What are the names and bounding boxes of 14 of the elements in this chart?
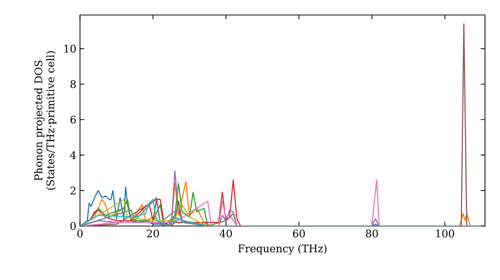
y-tick-label: 6 — [70, 116, 76, 124]
y-tick-label: 8 — [70, 80, 76, 88]
y-axis-title: Phonon projected DOS (States/THz·primitive cell) — [34, 51, 56, 190]
x-tick-label: 60 — [292, 230, 305, 238]
y-tick-label: 4 — [70, 151, 76, 159]
x-tick-label: 100 — [436, 230, 454, 238]
y-tick-label: 0 — [70, 222, 76, 230]
x-axis-title: Frequency (THz) — [238, 244, 327, 255]
x-tick-label: 20 — [147, 230, 159, 238]
x-tick-label: 80 — [366, 230, 378, 238]
y-tick-label: 10 — [64, 44, 76, 53]
y-tick-label: 2 — [70, 186, 76, 194]
x-tick-label: 40 — [220, 230, 232, 238]
x-tick-label: 0 — [77, 230, 83, 238]
